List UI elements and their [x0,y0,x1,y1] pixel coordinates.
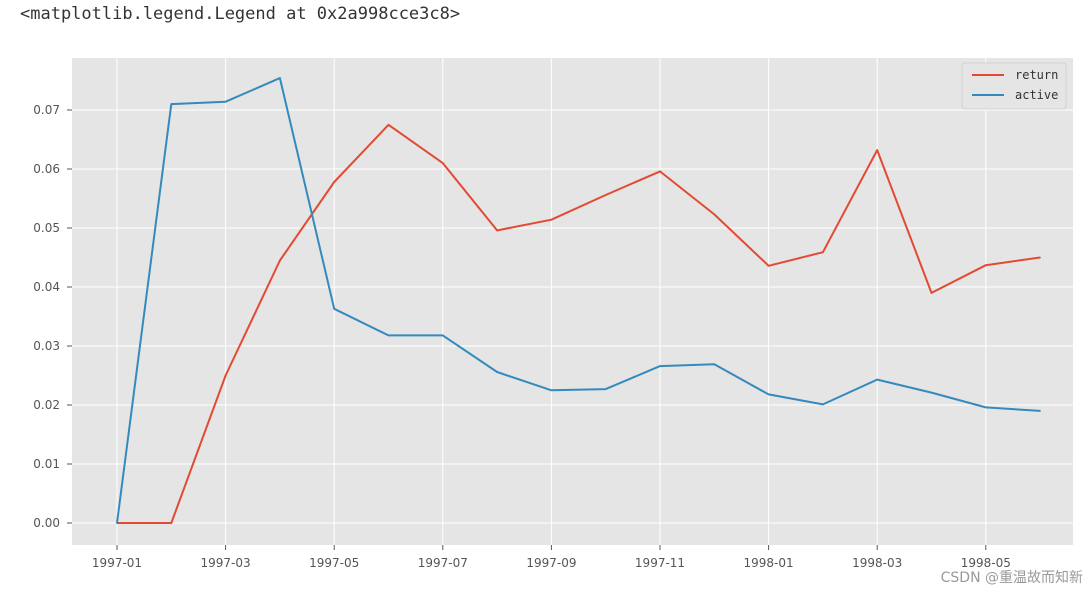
data-point-return [170,522,173,524]
x-tick-label: 1997-09 [526,556,576,570]
series-line-return [117,123,1041,524]
x-tick-label: 1997-01 [92,556,142,570]
data-point-return [387,123,390,126]
data-point-return [279,259,281,262]
legend-label-active: active [1015,88,1058,102]
y-tick-label: 0.02 [33,398,60,412]
data-point-active [442,334,444,337]
x-tick-label: 1998-01 [744,556,794,570]
x-tick-label: 1998-05 [961,556,1011,570]
y-tick-label: 0.01 [33,457,60,471]
grid-lines [72,58,1073,545]
data-point-active [713,363,716,366]
data-point-return [822,251,824,253]
y-tick-label: 0.07 [33,103,60,117]
data-point-return [767,264,770,267]
y-tick-label: 0.04 [33,280,60,294]
x-tick-label: 1998-03 [852,556,902,570]
data-point-return [224,374,227,377]
y-tick-label: 0.05 [33,221,60,235]
data-point-active [170,103,173,105]
x-tick-label: 1997-03 [201,556,251,570]
data-point-return [659,170,661,173]
y-axis-ticks: 0.00 0.01 0.02 0.03 0.04 0.05 0.06 0.07 [33,103,72,530]
legend: return active [961,62,1067,110]
data-point-active [333,308,336,310]
data-point-active [822,403,824,406]
data-point-active [659,365,661,367]
data-point-active [767,393,770,396]
data-point-active [1039,410,1041,412]
data-point-return [604,194,607,196]
data-point-active [550,389,553,392]
x-tick-label: 1997-07 [418,556,468,570]
legend-label-return: return [1015,68,1058,82]
data-point-active [876,378,878,381]
data-point-active [985,406,987,409]
plot-area [72,58,1073,545]
watermark-text: CSDN @重温故而知新 [940,570,1083,586]
data-point-return [442,162,444,164]
data-point-return [333,181,336,183]
x-tick-label: 1997-05 [309,556,359,570]
data-point-return [930,292,933,294]
data-point-active [930,391,933,394]
legend-repr-output: <matplotlib.legend.Legend at 0x2a998cce3… [20,4,461,24]
data-point-active [496,371,498,373]
x-axis-ticks: 1997-01 1997-03 1997-05 1997-07 1997-09 1997-… [92,545,1011,570]
series-line-active [116,77,1041,524]
data-point-return [496,229,498,232]
data-point-active [279,77,281,79]
x-tick-label: 1997-11 [635,556,685,570]
data-point-active [116,522,118,524]
series-lines [116,77,1041,524]
y-tick-label: 0.00 [33,516,60,530]
y-tick-label: 0.06 [33,162,60,176]
data-point-return [876,149,878,151]
data-point-return [985,264,987,266]
data-point-active [224,100,227,103]
data-point-return [1039,256,1041,259]
data-point-return [550,218,553,221]
data-point-active [387,334,390,337]
data-point-active [604,388,607,390]
y-tick-label: 0.03 [33,339,60,353]
data-point-return [713,213,716,216]
